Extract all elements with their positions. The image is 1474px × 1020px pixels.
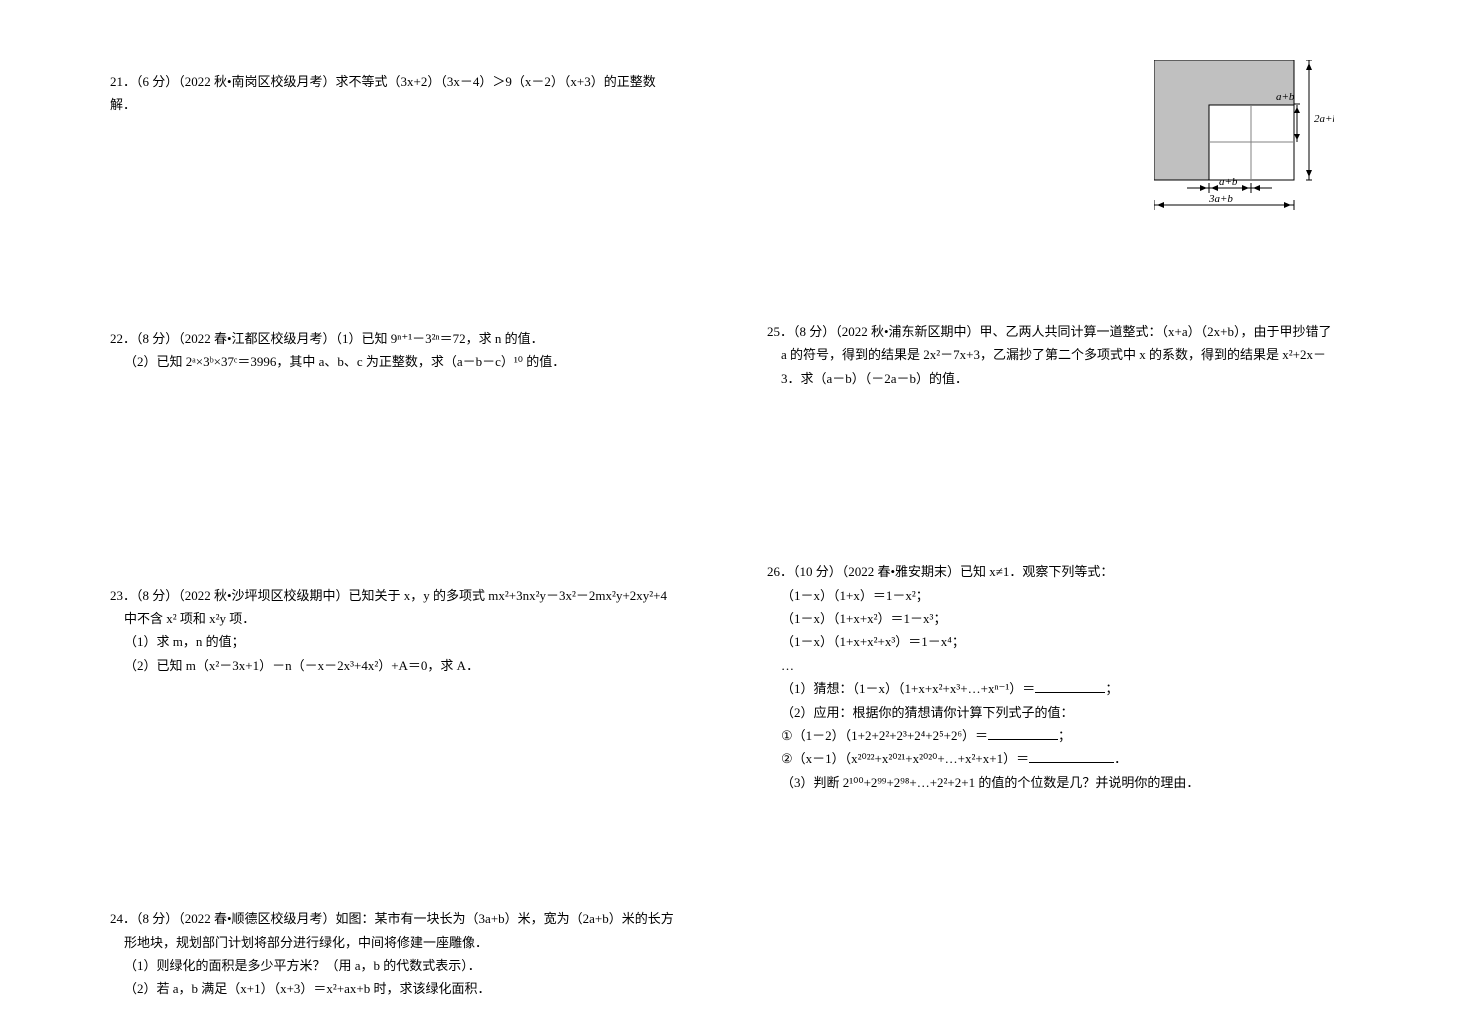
spacer: [110, 147, 677, 327]
problem-24-line3: （1）则绿化的面积是多少平方米？（用 a，b 的代数式表示）．: [110, 954, 677, 977]
problem-26-line6b: ；: [1105, 681, 1118, 696]
problem-24: 24．（8 分）（2022 春•顺德区校级月考）如图：某市有一块长为（3a+b）…: [110, 907, 677, 1001]
problem-23-line3: （1）求 m，n 的值；: [110, 630, 677, 653]
problem-21: 21．（6 分）（2022 秋•南岗区校级月考）求不等式（3x+2）（3x－4）…: [110, 70, 677, 117]
spacer: [767, 420, 1384, 560]
problem-26-line9b: ．: [1114, 751, 1127, 766]
spacer: [110, 404, 677, 584]
problem-26-line9: ②（x－1）（x²⁰²²+x²⁰²¹+x²⁰²⁰+…+x²+x+1）＝ ．: [767, 747, 1384, 770]
geometry-diagram: 2a+b a+b a+b: [1154, 60, 1334, 215]
problem-23-line1: 23．（8 分）（2022 秋•沙坪坝区校级期中）已知关于 x，y 的多项式 m…: [110, 584, 677, 607]
left-column: 21．（6 分）（2022 秋•南岗区校级月考）求不等式（3x+2）（3x－4）…: [0, 0, 737, 1020]
label-3ab: 3a+b: [1208, 193, 1233, 205]
blank-fill: [1035, 679, 1105, 693]
label-2ab: 2a+b: [1314, 113, 1334, 125]
problem-24-line2: 形地块，规划部门计划将部分进行绿化，中间将修建一座雕像．: [110, 931, 677, 954]
problem-26-line6: （1）猜想：（1－x）（1+x+x²+x³+…+xⁿ⁻¹）＝ ；: [767, 677, 1384, 700]
spacer: [110, 707, 677, 907]
problem-26-line10: （3）判断 2¹⁰⁰+2⁹⁹+2⁹⁸+…+2²+2+1 的值的个位数是几？并说明…: [767, 771, 1384, 794]
problem-22-line2: （2）已知 2ᵃ×3ᵇ×37ᶜ＝3996，其中 a、b、c 为正整数，求（a－b…: [110, 350, 677, 373]
problem-23-line2: 中不含 x² 项和 x²y 项．: [110, 607, 677, 630]
problem-26: 26．（10 分）（2022 春•雅安期末）已知 x≠1．观察下列等式： （1－…: [767, 560, 1384, 794]
problem-23-line4: （2）已知 m（x²－3x+1）－n（－x－2x³+4x²）+A＝0，求 A．: [110, 654, 677, 677]
problem-21-text: 21．（6 分）（2022 秋•南岗区校级月考）求不等式（3x+2）（3x－4）…: [110, 70, 677, 117]
problem-26-line8a: ①（1－2）（1+2+2²+2³+2⁴+2⁵+2⁶）＝: [781, 728, 988, 743]
problem-26-line5: …: [767, 654, 1384, 677]
problem-25-line2: a 的符号，得到的结果是 2x²－7x+3，乙漏抄了第二个多项式中 x 的系数，…: [767, 343, 1384, 366]
label-ab-mid: a+b: [1219, 176, 1238, 188]
problem-23: 23．（8 分）（2022 秋•沙坪坝区校级期中）已知关于 x，y 的多项式 m…: [110, 584, 677, 678]
problem-26-line6a: （1）猜想：（1－x）（1+x+x²+x³+…+xⁿ⁻¹）＝: [781, 681, 1035, 696]
problem-22-line1: 22．（8 分）（2022 春•江都区校级月考）（1）已知 9ⁿ⁺¹－3²ⁿ＝7…: [110, 327, 677, 350]
problem-24-line1: 24．（8 分）（2022 春•顺德区校级月考）如图：某市有一块长为（3a+b）…: [110, 907, 677, 930]
problem-22: 22．（8 分）（2022 春•江都区校级月考）（1）已知 9ⁿ⁺¹－3²ⁿ＝7…: [110, 327, 677, 374]
page-container: 21．（6 分）（2022 秋•南岗区校级月考）求不等式（3x+2）（3x－4）…: [0, 0, 1474, 1020]
blank-fill: [1029, 749, 1114, 763]
problem-24-line4: （2）若 a，b 满足（x+1）（x+3）＝x²+ax+b 时，求该绿化面积．: [110, 977, 677, 1000]
problem-25: 25．（8 分）（2022 秋•浦东新区期中）甲、乙两人共同计算一道整式：（x+…: [767, 320, 1384, 390]
label-ab-top: a+b: [1276, 91, 1295, 103]
problem-25-line3: 3．求（a－b）（－2a－b）的值．: [767, 367, 1384, 390]
problem-26-line3: （1－x）（1+x+x²）＝1－x³；: [767, 607, 1384, 630]
problem-26-line9a: ②（x－1）（x²⁰²²+x²⁰²¹+x²⁰²⁰+…+x²+x+1）＝: [781, 751, 1029, 766]
blank-fill: [988, 726, 1058, 740]
problem-25-line1: 25．（8 分）（2022 秋•浦东新区期中）甲、乙两人共同计算一道整式：（x+…: [767, 320, 1384, 343]
problem-26-line1: 26．（10 分）（2022 春•雅安期末）已知 x≠1．观察下列等式：: [767, 560, 1384, 583]
problem-26-line8b: ；: [1058, 728, 1071, 743]
problem-26-line2: （1－x）（1+x）＝1－x²；: [767, 584, 1384, 607]
problem-26-line8: ①（1－2）（1+2+2²+2³+2⁴+2⁵+2⁶）＝ ；: [767, 724, 1384, 747]
problem-26-line4: （1－x）（1+x+x²+x³）＝1－x⁴；: [767, 630, 1384, 653]
right-column: 2a+b a+b a+b: [737, 0, 1474, 1020]
problem-26-line7: （2）应用：根据你的猜想请你计算下列式子的值：: [767, 701, 1384, 724]
